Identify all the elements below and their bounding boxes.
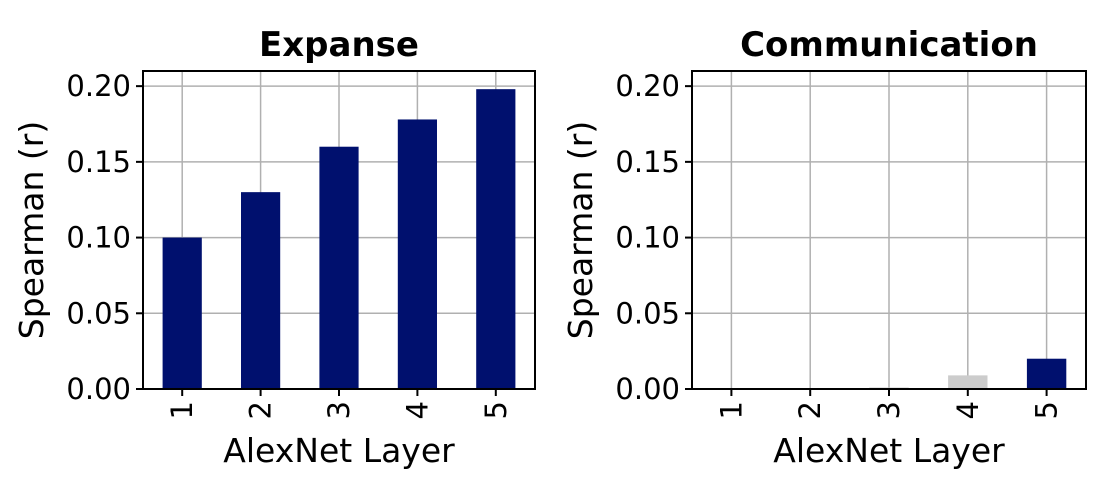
x-tick-label: 2 [244,401,278,419]
y-ticks: 0.00 0.05 0.10 0.15 0.20 [615,69,692,406]
chart-title: Expanse [259,25,419,65]
x-tick-label: 3 [872,401,906,419]
x-axis-label: AlexNet Layer [223,431,455,470]
y-tick-label: 0.15 [66,145,131,179]
chart-panel-communication: Communication 0.00 0.05 0.10 0.15 0.20 1 2 3 4 5… [561,25,1087,470]
bar [241,192,281,389]
x-tick-label: 5 [479,401,513,419]
x-ticks: 1 2 3 4 5 [714,389,1064,419]
bars [162,89,516,390]
x-tick-label: 1 [165,401,199,419]
y-tick-label: 0.10 [615,221,680,255]
y-axis-label: Spearman (r) [561,121,600,340]
y-tick-label: 0.10 [66,221,131,255]
x-axis-label: AlexNet Layer [773,431,1005,470]
bar [948,375,988,389]
bar [1026,358,1067,389]
y-tick-label: 0.00 [66,372,131,406]
x-tick-label: 4 [400,401,434,419]
y-ticks: 0.00 0.05 0.10 0.15 0.20 [66,69,143,406]
y-axis-label: Spearman (r) [12,121,51,340]
x-ticks: 1 2 3 4 5 [165,389,513,419]
bar [319,146,359,389]
y-tick-label: 0.20 [66,69,131,103]
y-tick-label: 0.15 [615,145,680,179]
bar [476,89,516,390]
y-tick-label: 0.05 [66,296,131,330]
chart-title: Communication [740,25,1038,65]
x-tick-label: 1 [714,401,748,419]
chart-panel-expanse: Expanse 0.00 0.05 0.10 0.15 0.20 1 2 3 4 5 AlexN… [12,25,536,470]
x-tick-label: 5 [1030,401,1064,419]
bar [397,119,437,389]
y-tick-label: 0.20 [615,69,680,103]
y-tick-label: 0.00 [615,372,680,406]
x-tick-label: 2 [793,401,827,419]
y-tick-label: 0.05 [615,296,680,330]
bar [162,237,202,389]
grid [692,71,1086,390]
x-tick-label: 4 [951,401,985,419]
x-tick-label: 3 [322,401,356,419]
